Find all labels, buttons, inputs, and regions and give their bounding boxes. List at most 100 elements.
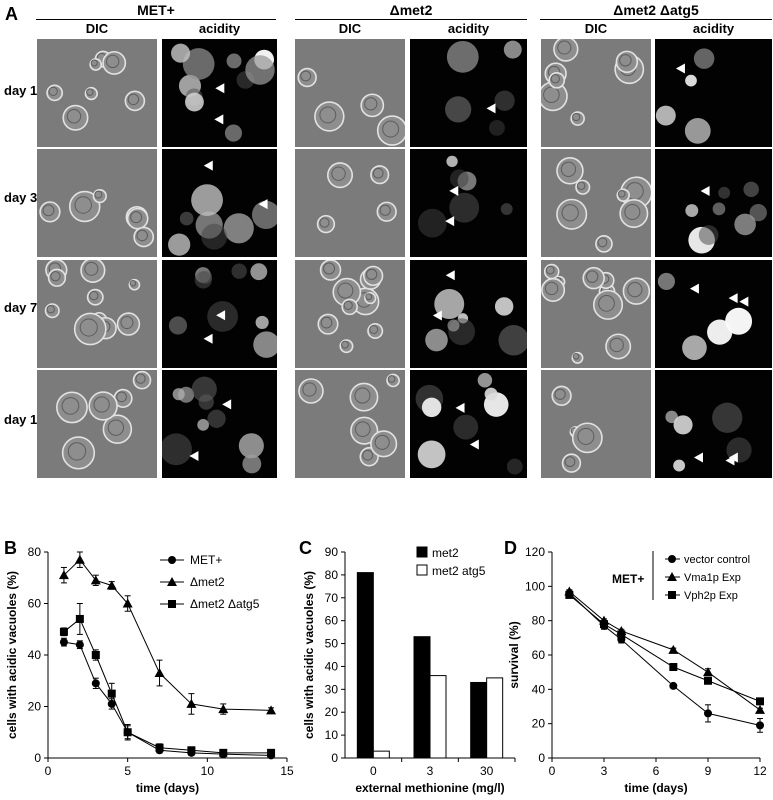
fluorescent-vacuole [500, 203, 513, 215]
fluorescent-vacuole [498, 325, 527, 356]
yeast-cell [92, 188, 107, 204]
yeast-cell [341, 298, 358, 316]
acidity-micrograph [162, 260, 277, 368]
yeast-cell [316, 214, 336, 234]
legend-swatch [416, 564, 428, 576]
acidity-micrograph [655, 149, 772, 257]
row-label-day-3: day 3 [4, 190, 38, 205]
group-title-met-plus: MET+ [137, 2, 175, 18]
yeast-cell [80, 260, 106, 283]
data-point [74, 554, 85, 564]
fluorescent-vacuole [447, 319, 460, 332]
data-point [704, 709, 712, 718]
y-tick-label: 40 [325, 659, 339, 673]
group-title-dmet2-datg5: Δmet2 Δatg5 [613, 2, 699, 18]
panel-b-letter: B [4, 538, 17, 558]
fluorescent-vacuole [718, 186, 731, 199]
yeast-cell [622, 277, 651, 305]
fluorescent-vacuole [238, 433, 264, 459]
dic-micrograph [295, 149, 405, 257]
yeast-cell [370, 165, 390, 185]
legend-marker [667, 572, 677, 581]
acidity-micrograph [655, 370, 772, 478]
x-tick-label: 0 [549, 764, 556, 778]
fluorescent-vacuole [162, 433, 193, 466]
data-point [59, 638, 68, 647]
legend-swatch [416, 546, 428, 558]
yeast-cell [561, 453, 582, 473]
fluorescent-vacuole [503, 40, 522, 59]
fluorescent-vacuole [494, 297, 514, 316]
legend-marker [168, 600, 176, 608]
yeast-cell [317, 313, 339, 335]
dic-micrograph [541, 260, 651, 368]
yeast-cell [88, 391, 118, 421]
data-point [219, 748, 228, 757]
yeast-cell [556, 157, 584, 185]
data-point [91, 679, 100, 688]
dic-micrograph [295, 260, 405, 368]
data-point [617, 630, 626, 639]
arrowhead-marker [700, 186, 710, 197]
fluorescent-vacuole [673, 459, 686, 472]
yeast-cell [616, 188, 630, 203]
column-title-dic: DIC [338, 21, 362, 36]
arrowhead-marker [432, 310, 442, 321]
dic-micrograph [37, 39, 157, 147]
series-line [63, 641, 272, 756]
y-tick-label: 60 [532, 648, 546, 662]
bar [470, 681, 488, 759]
y-tick-label: 70 [325, 591, 339, 605]
yeast-cell [39, 201, 61, 223]
fluorescent-vacuole [245, 55, 275, 85]
yeast-cell [73, 312, 107, 346]
bar [372, 750, 390, 759]
arrowhead-marker [258, 199, 268, 210]
dic-micrograph [37, 370, 157, 478]
data-point [75, 640, 84, 649]
column-title-acidity: acidity [198, 21, 241, 36]
fluorescent-vacuole [693, 48, 715, 69]
acidity-micrograph [655, 39, 772, 147]
y-tick-label: 100 [525, 579, 545, 593]
x-tick-label: 6 [653, 764, 660, 778]
y-tick-label: 50 [325, 637, 339, 651]
fluorescent-vacuole [734, 213, 756, 236]
arrowhead-marker [728, 293, 738, 304]
arrowhead-marker [739, 296, 749, 307]
yeast-cell [297, 67, 317, 88]
data-point [59, 627, 68, 636]
fluorescent-vacuole [743, 181, 759, 198]
data-point [267, 748, 276, 757]
series-line [568, 592, 761, 726]
y-tick-label: 0 [34, 751, 41, 765]
group-rule [540, 19, 772, 20]
arrowhead-marker [445, 216, 455, 227]
fluorescent-vacuole [449, 192, 480, 223]
yeast-cell [339, 339, 354, 354]
x-axis-label: time (days) [136, 781, 199, 795]
dic-micrograph [295, 370, 405, 478]
series-line [569, 594, 761, 702]
arrowhead-marker [445, 270, 455, 281]
x-axis-label: external methionine (mg/l) [355, 781, 504, 795]
fluorescent-vacuole [425, 328, 448, 352]
data-point [756, 721, 764, 730]
column-title-dic: DIC [85, 21, 109, 36]
legend-marker [168, 556, 176, 564]
yeast-cell [56, 391, 88, 424]
legend-group-label: MET+ [612, 572, 644, 586]
fluorescent-vacuole [197, 419, 210, 431]
fluorescent-vacuole [494, 90, 515, 111]
fluorescent-vacuole [207, 409, 226, 428]
data-point [106, 580, 117, 590]
dic-micrograph [295, 39, 405, 147]
y-tick-label: 120 [525, 545, 545, 559]
data-point [218, 704, 229, 714]
bar [486, 677, 504, 759]
data-point [756, 697, 764, 706]
data-point [123, 728, 132, 737]
yeast-cell [84, 86, 98, 101]
arrowhead-marker [203, 333, 213, 344]
x-tick-label: 3 [427, 764, 434, 778]
